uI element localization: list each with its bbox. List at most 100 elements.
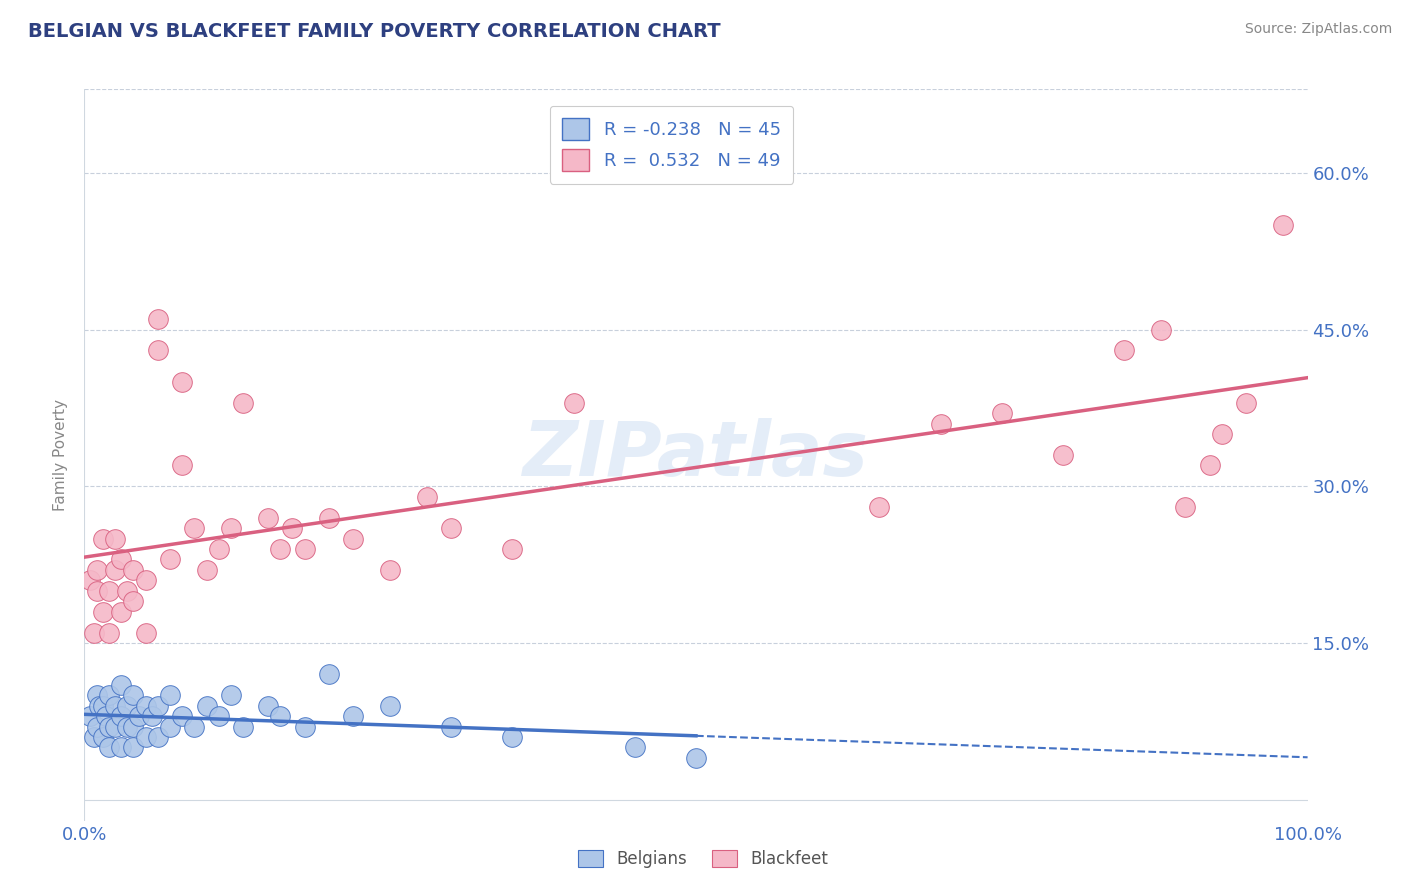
Point (380, 563, 402, 577)
Point (110, 740, 132, 755)
Point (342, 532, 364, 546)
Point (624, 740, 647, 755)
Point (97, 688, 120, 702)
Point (929, 417, 952, 431)
Point (172, 709, 194, 723)
Point (1114, 343, 1136, 358)
Point (86, 688, 108, 702)
Point (146, 312, 169, 326)
Point (172, 375, 194, 389)
Point (115, 698, 138, 713)
Point (135, 625, 157, 640)
Point (97, 583, 120, 598)
Text: ZIPatlas: ZIPatlas (523, 418, 869, 491)
Point (195, 698, 218, 713)
Point (1211, 427, 1233, 442)
Point (195, 563, 218, 577)
Point (183, 521, 205, 535)
Legend: Belgians, Blackfeet: Belgians, Blackfeet (571, 843, 835, 875)
Point (146, 698, 169, 713)
Point (135, 574, 157, 588)
Point (1150, 322, 1173, 336)
Point (440, 521, 463, 535)
Point (440, 720, 463, 734)
Point (122, 740, 145, 755)
Point (269, 541, 291, 556)
Point (257, 510, 280, 524)
Text: BELGIAN VS BLACKFEET FAMILY POVERTY CORRELATION CHART: BELGIAN VS BLACKFEET FAMILY POVERTY CORR… (28, 22, 721, 41)
Point (128, 709, 150, 723)
Point (146, 343, 169, 358)
Point (122, 594, 145, 608)
Point (141, 709, 163, 723)
Point (91, 730, 114, 744)
Point (281, 521, 304, 535)
Point (97, 720, 120, 734)
Point (104, 532, 127, 546)
Point (79, 709, 101, 723)
Point (502, 730, 524, 744)
Point (342, 709, 364, 723)
Point (122, 688, 145, 702)
Point (122, 720, 145, 734)
Point (122, 563, 145, 577)
Point (146, 730, 169, 744)
Point (172, 458, 194, 473)
Point (991, 406, 1014, 420)
Point (97, 740, 120, 755)
Point (96, 709, 118, 723)
Point (1174, 500, 1197, 515)
Point (1198, 458, 1220, 473)
Point (86, 563, 108, 577)
Point (115, 720, 138, 734)
Point (104, 720, 127, 734)
Point (416, 490, 439, 504)
Point (232, 720, 254, 734)
Point (110, 678, 132, 692)
Point (91, 698, 114, 713)
Point (294, 720, 316, 734)
Point (135, 698, 157, 713)
Point (562, 395, 585, 409)
Point (79, 574, 101, 588)
Point (110, 709, 132, 723)
Point (91, 605, 114, 619)
Point (104, 698, 127, 713)
Point (159, 552, 181, 566)
Point (86, 720, 108, 734)
Point (110, 605, 132, 619)
Point (183, 720, 205, 734)
Point (83, 625, 105, 640)
Point (380, 698, 402, 713)
Point (294, 541, 316, 556)
Point (87, 698, 110, 713)
Point (97, 625, 120, 640)
Point (1052, 448, 1074, 462)
Point (115, 583, 138, 598)
Point (208, 541, 231, 556)
Point (502, 541, 524, 556)
Point (91, 532, 114, 546)
Point (159, 688, 181, 702)
Point (318, 667, 340, 681)
Point (83, 730, 105, 744)
Point (257, 698, 280, 713)
Text: Source: ZipAtlas.com: Source: ZipAtlas.com (1244, 22, 1392, 37)
Point (318, 510, 340, 524)
Point (269, 709, 291, 723)
Point (1272, 218, 1295, 232)
Y-axis label: Family Poverty: Family Poverty (53, 399, 69, 511)
Point (219, 688, 242, 702)
Point (86, 583, 108, 598)
Point (869, 500, 891, 515)
Point (232, 395, 254, 409)
Point (208, 709, 231, 723)
Point (1236, 395, 1258, 409)
Point (219, 521, 242, 535)
Legend: R = -0.238   N = 45, R =  0.532   N = 49: R = -0.238 N = 45, R = 0.532 N = 49 (550, 105, 793, 184)
Point (104, 563, 127, 577)
Point (159, 720, 181, 734)
Point (135, 730, 157, 744)
Point (110, 552, 132, 566)
Point (685, 751, 707, 765)
